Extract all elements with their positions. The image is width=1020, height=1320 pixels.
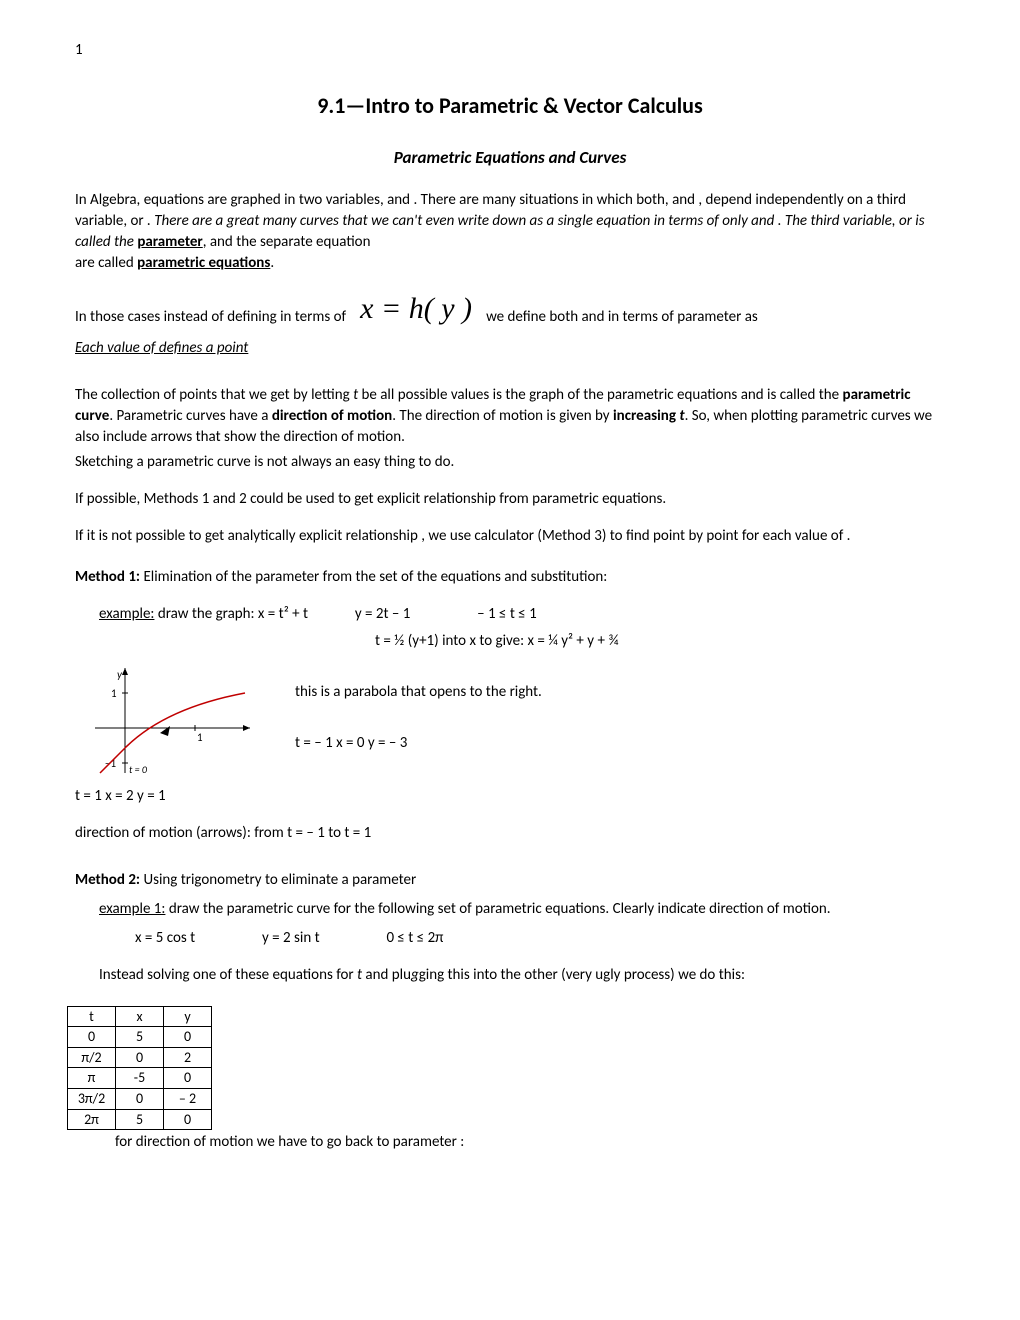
parabola-curve — [100, 693, 245, 773]
th-t: t — [68, 1006, 116, 1027]
method2-yeq: y = 2 sin t — [262, 929, 320, 947]
method1-text: Elimination of the parameter from the se… — [140, 568, 607, 586]
td: 0 — [164, 1109, 212, 1130]
page-title: 9.1—Intro to Parametric & Vector Calculu… — [75, 91, 945, 122]
method1-example-row: example: draw the graph: x = t² + t y = … — [75, 604, 945, 625]
td: 5 — [116, 1109, 164, 1130]
intro-line-3: Each value of defines a point — [75, 338, 945, 359]
td: 3π/2 — [68, 1088, 116, 1109]
method1-label: Method 1: — [75, 568, 140, 586]
each-value-line: Each value of defines a point — [75, 339, 248, 357]
page-number: 1 — [75, 40, 945, 61]
intro-text-2b: we define both and in terms of parameter… — [486, 307, 758, 330]
method1-tneg1: t = – 1 x = 0 y = – 3 — [295, 733, 542, 754]
parametric-equations-label: parametric equations — [137, 254, 270, 272]
intro-text-1c: , and the separate equation — [203, 233, 371, 251]
td: – 2 — [164, 1088, 212, 1109]
method2-solve-row: Instead solving one of these equations f… — [75, 965, 945, 986]
table-header-row: t x y — [68, 1006, 212, 1027]
method2-eq-row: x = 5 cos t y = 2 sin t 0 ≤ t ≤ 2π — [75, 928, 945, 949]
method1-parabola-text: this is a parabola that opens to the rig… — [295, 682, 542, 703]
intro-line-2: In those cases instead of defining in te… — [75, 288, 945, 330]
td: 0 — [116, 1088, 164, 1109]
method2-xeq: x = 5 cos t — [135, 929, 195, 947]
td: -5 — [116, 1068, 164, 1089]
method2-example-label: example 1: — [99, 900, 165, 918]
method1-trange: – 1 ≤ t ≤ 1 — [477, 605, 537, 623]
method1-example-label: example: — [99, 605, 154, 623]
body-p4d: . Parametric curves have a — [109, 407, 272, 425]
td: π — [68, 1068, 116, 1089]
t-zero-label: t = 0 — [129, 763, 148, 776]
td: 0 — [164, 1068, 212, 1089]
table-row: 2π 5 0 — [68, 1109, 212, 1130]
td: 0 — [68, 1027, 116, 1048]
method2-trange: 0 ≤ t ≤ 2π — [386, 929, 443, 947]
method2-solve-b: and plu — [362, 966, 411, 984]
x-axis-arrow — [243, 725, 250, 731]
method1-subst: t = ½ (y+1) into x to give: x = ¼ y² + y… — [375, 632, 618, 650]
method2-draw-text: draw the parametric curve for the follow… — [165, 900, 830, 918]
method2-solve-g: g — [411, 966, 419, 984]
method1-graph-row: 1 1 −1 y t = 0 this is a parabola that o… — [75, 658, 945, 778]
body-p4b: be all possible values is the graph of t… — [358, 386, 842, 404]
method1-graph-caption-col: this is a parabola that opens to the rig… — [295, 682, 542, 754]
body-p7: If it is not possible to get analyticall… — [75, 526, 945, 547]
td: 2 — [164, 1047, 212, 1068]
method2-example-row: example 1: draw the parametric curve for… — [75, 899, 945, 920]
th-x: x — [116, 1006, 164, 1027]
table-row: 3π/2 0 – 2 — [68, 1088, 212, 1109]
method2-table-wrap: t x y 0 5 0 π/2 0 2 π -5 0 3π/2 0 – 2 2π… — [67, 1006, 945, 1131]
method1-draw-text: draw the graph: — [154, 605, 257, 623]
method1-subst-row: t = ½ (y+1) into x to give: x = ¼ y² + y… — [75, 631, 945, 652]
method1-header: Method 1: Elimination of the parameter f… — [75, 567, 945, 588]
body-p4a: The collection of points that we get by … — [75, 386, 353, 404]
y-axis-arrow — [122, 668, 128, 675]
method1-yeq: y = 2t – 1 — [355, 605, 411, 623]
body-p4: The collection of points that we get by … — [75, 385, 945, 448]
intro-text-1d: are called — [75, 254, 137, 272]
th-y: y — [164, 1006, 212, 1027]
page-subtitle: Parametric Equations and Curves — [75, 146, 945, 170]
method2-solve-c: ging this into the other (very ugly proc… — [419, 966, 745, 984]
y-axis-label: y — [117, 668, 123, 681]
y-tick-label-1: 1 — [111, 687, 117, 700]
table-row: π -5 0 — [68, 1068, 212, 1089]
intro-text-1e: . — [270, 254, 274, 272]
method2-header: Method 2: Using trigonometry to eliminat… — [75, 870, 945, 891]
method2-text: Using trigonometry to eliminate a parame… — [140, 871, 416, 889]
method1-t1: t = 1 x = 2 y = 1 — [75, 786, 945, 807]
intro-text-2a: In those cases instead of defining in te… — [75, 307, 346, 330]
method1-xeq: x = t² + t — [258, 605, 308, 623]
method1-graph: 1 1 −1 y t = 0 — [85, 658, 255, 778]
td: 0 — [164, 1027, 212, 1048]
method2-label: Method 2: — [75, 871, 140, 889]
parabola-graph-svg: 1 1 −1 y t = 0 — [85, 658, 255, 778]
table-row: π/2 0 2 — [68, 1047, 212, 1068]
method2-solve-a: Instead solving one of these equations f… — [99, 966, 357, 984]
td: π/2 — [68, 1047, 116, 1068]
x-tick-label-1: 1 — [197, 731, 203, 744]
td: 0 — [116, 1047, 164, 1068]
increasing-label: increasing — [613, 407, 679, 425]
center-equation: x = h( y ) — [360, 292, 472, 325]
body-p4f: . The direction of motion is given by — [392, 407, 613, 425]
body-p5: Sketching a parametric curve is not alwa… — [75, 452, 945, 473]
table-row: 0 5 0 — [68, 1027, 212, 1048]
method1-dirmotion: direction of motion (arrows): from t = –… — [75, 823, 945, 844]
method2-footer: for direction of motion we have to go ba… — [115, 1132, 945, 1153]
direction-of-motion-label: direction of motion — [272, 407, 392, 425]
parameter-label: parameter — [137, 233, 202, 251]
body-p6: If possible, Methods 1 and 2 could be us… — [75, 489, 945, 510]
parameter-table: t x y 0 5 0 π/2 0 2 π -5 0 3π/2 0 – 2 2π… — [67, 1006, 212, 1131]
td: 5 — [116, 1027, 164, 1048]
td: 2π — [68, 1109, 116, 1130]
intro-paragraph-1: In Algebra, equations are graphed in two… — [75, 190, 945, 274]
